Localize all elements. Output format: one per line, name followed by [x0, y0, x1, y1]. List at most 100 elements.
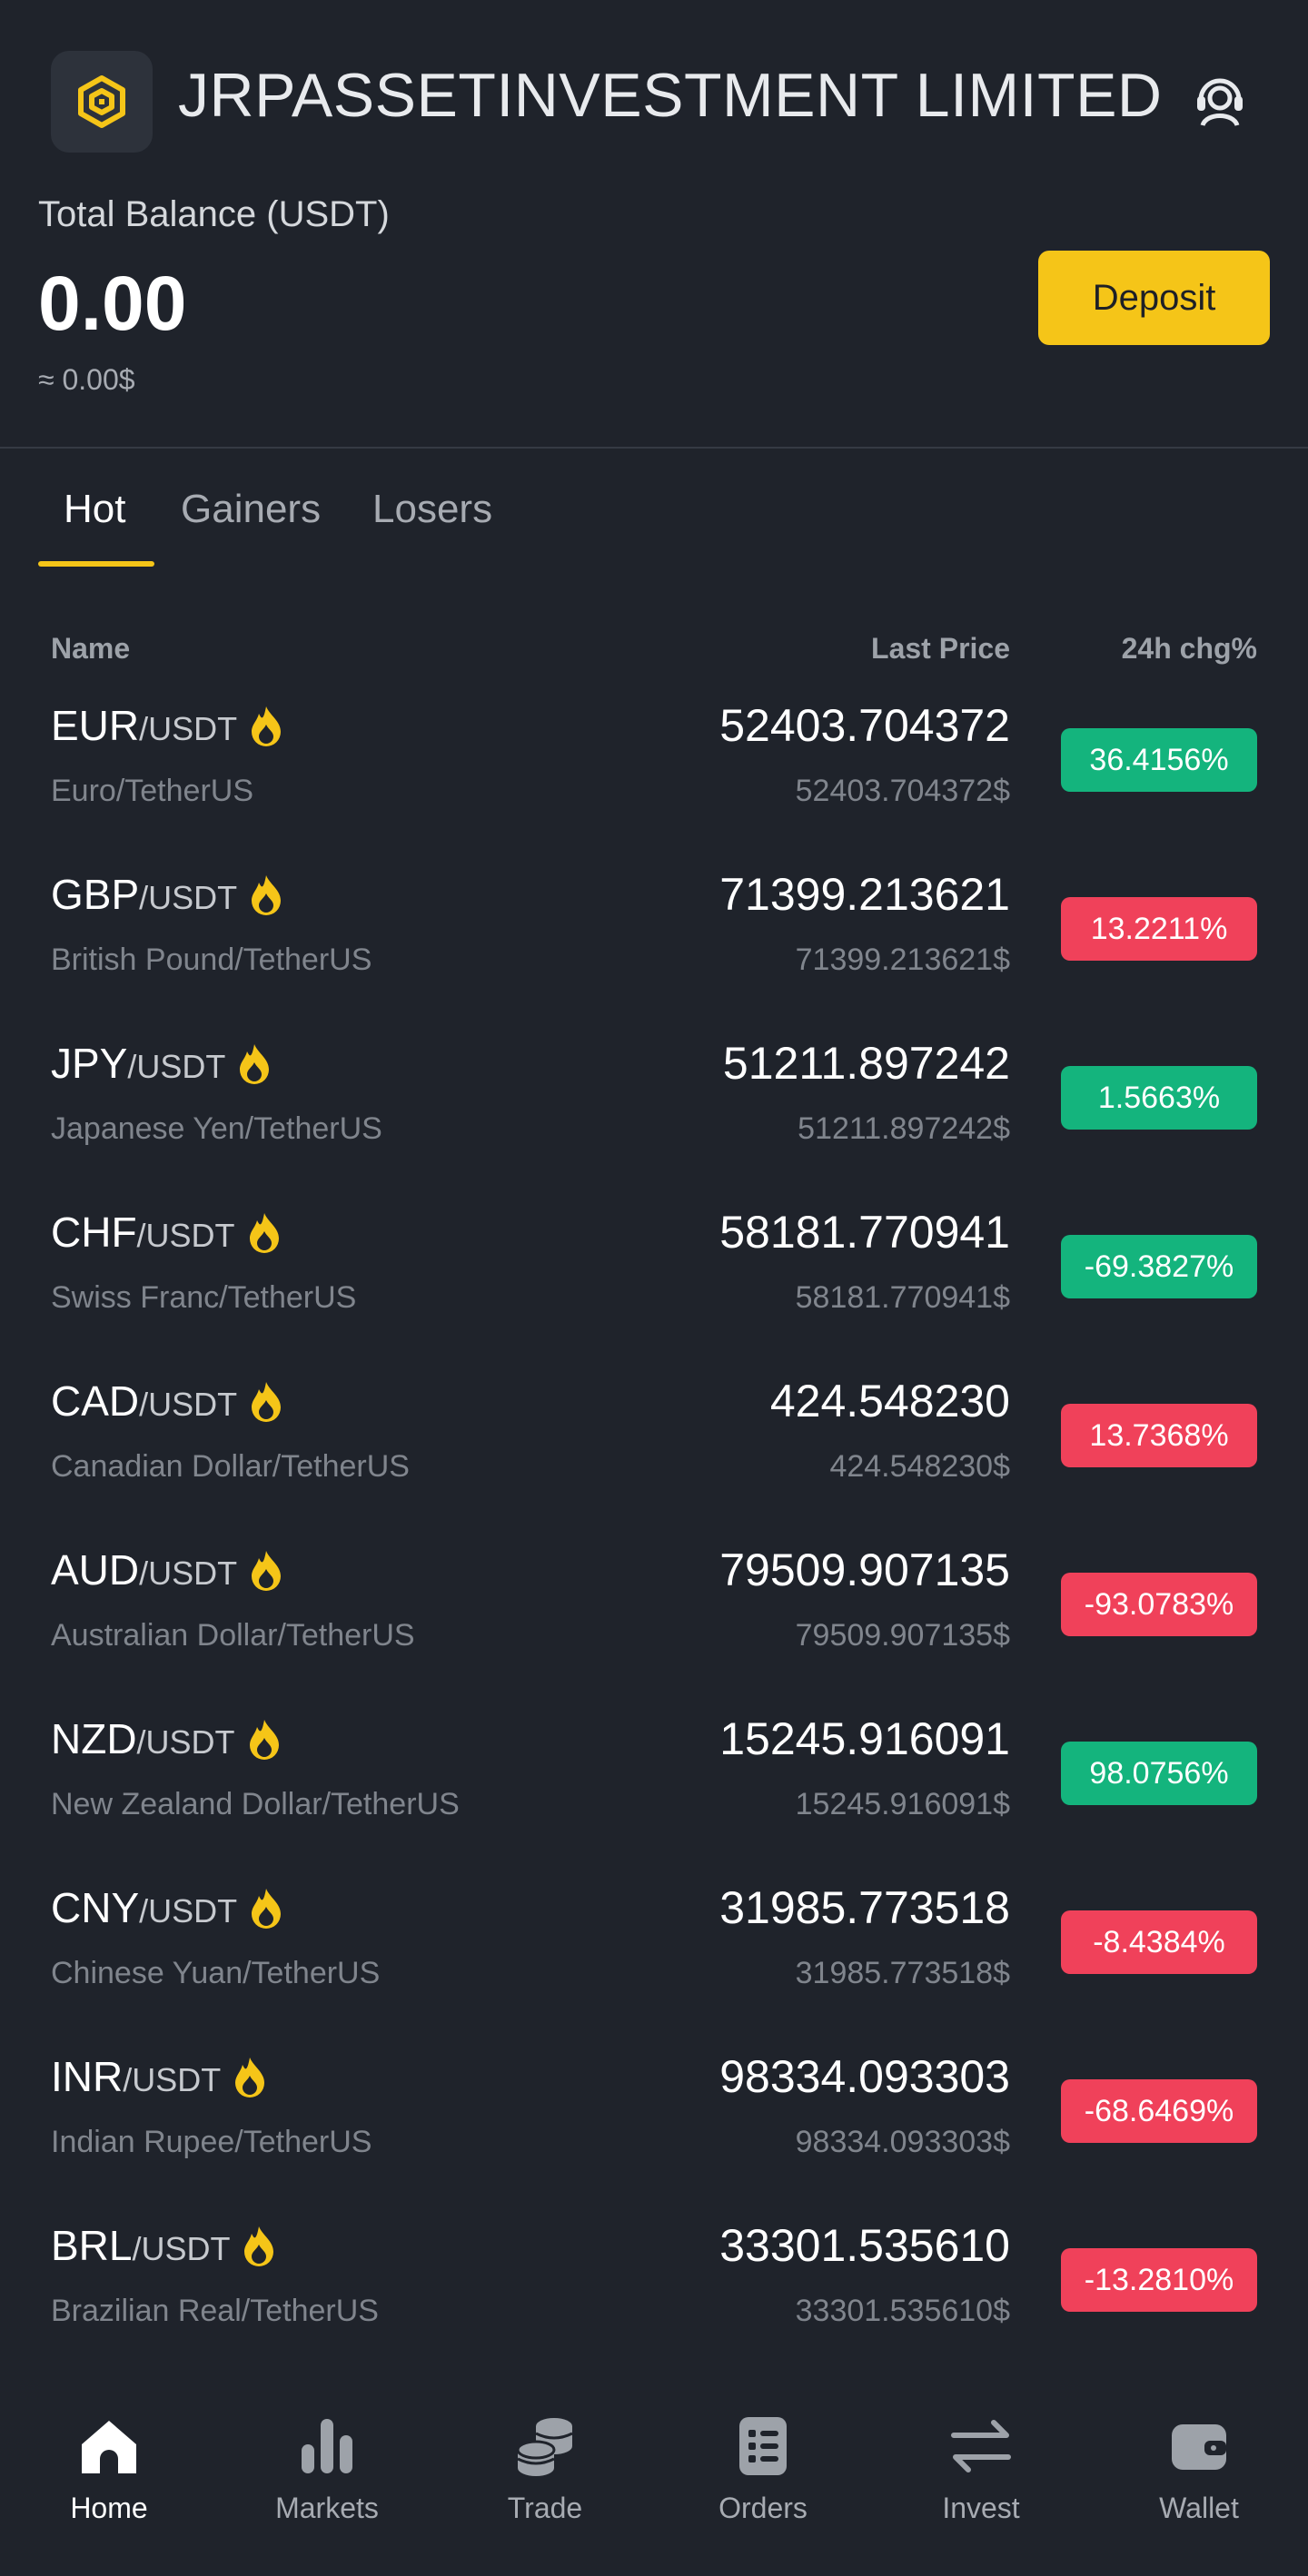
last-price-usd: 51211.897242$	[798, 1111, 1010, 1146]
change-badge: -93.0783%	[1061, 1573, 1257, 1636]
pair-full-name: Australian Dollar/TetherUS	[51, 1618, 415, 1653]
last-price-usd: 33301.535610$	[795, 2294, 1010, 2328]
hot-fire-icon	[248, 1549, 284, 1591]
nav-orders[interactable]: Orders	[690, 2413, 836, 2525]
hot-fire-icon	[248, 873, 284, 915]
pair-base: JPY	[51, 1040, 128, 1087]
tab-losers[interactable]: Losers	[372, 487, 493, 531]
market-row[interactable]: BRL/USDT Brazilian Real/TetherUS 33301.535…	[0, 2206, 1308, 2375]
pair-quote: /USDT	[139, 710, 238, 747]
tab-gainers[interactable]: Gainers	[181, 487, 322, 531]
change-badge: -68.6469%	[1061, 2079, 1257, 2143]
header-change: 24h chg%	[1121, 632, 1257, 665]
deposit-button[interactable]: Deposit	[1038, 251, 1270, 345]
change-badge: -8.4384%	[1061, 1910, 1257, 1974]
market-row[interactable]: AUD/USDT Australian Dollar/TetherUS 79509.…	[0, 1531, 1308, 1700]
nav-trade[interactable]: Trade	[472, 2413, 618, 2525]
last-price: 33301.535610	[719, 2220, 1010, 2271]
customer-support-icon[interactable]	[1190, 71, 1250, 131]
pair-base: CHF	[51, 1209, 137, 1256]
balance-label: Total Balance (USDT)	[38, 194, 390, 234]
last-price: 79509.907135	[719, 1545, 1010, 1595]
header-name: Name	[51, 632, 131, 665]
pair-base: BRL	[51, 2222, 133, 2269]
app-logo	[51, 51, 153, 153]
pair-quote: /USDT	[136, 1723, 235, 1761]
nav-label: Home	[70, 2492, 148, 2524]
pair-base: CAD	[51, 1377, 140, 1425]
market-row[interactable]: EUR/USDT Euro/TetherUS 52403.704372 52403.7…	[0, 686, 1308, 855]
nav-home[interactable]: Home	[36, 2413, 182, 2525]
list-icon	[739, 2417, 787, 2475]
last-price: 424.548230	[769, 1376, 1010, 1426]
hot-fire-icon	[246, 1718, 282, 1760]
market-row[interactable]: CAD/USDT Canadian Dollar/TetherUS 424.5482…	[0, 1362, 1308, 1531]
market-row[interactable]: CNY/USDT Chinese Yuan/TetherUS 31985.77351…	[0, 1869, 1308, 2038]
last-price-usd: 424.548230$	[829, 1449, 1010, 1484]
last-price: 15245.916091	[719, 1713, 1010, 1764]
nav-label: Trade	[507, 2492, 583, 2524]
home-icon	[82, 2421, 136, 2473]
last-price-usd: 71399.213621$	[795, 943, 1010, 977]
pair-quote: /USDT	[139, 1892, 238, 1930]
pair-full-name: British Pound/TetherUS	[51, 943, 372, 977]
pair-quote: /USDT	[139, 879, 238, 916]
hot-fire-icon	[232, 2056, 268, 2097]
change-badge: 98.0756%	[1061, 1742, 1257, 1805]
pair-base: GBP	[51, 871, 140, 918]
hot-fire-icon	[241, 2225, 277, 2266]
pair-symbol: CAD/USDT	[51, 1377, 284, 1426]
app-title: JRPASSETINVESTMENT LIMITED	[178, 61, 1163, 130]
last-price: 58181.770941	[719, 1207, 1010, 1258]
market-row[interactable]: CHF/USDT Swiss Franc/TetherUS 58181.770941…	[0, 1193, 1308, 1362]
bottom-nav: Home Markets Trade	[0, 2381, 1308, 2576]
last-price-usd: 58181.770941$	[795, 1280, 1010, 1315]
pair-symbol: CHF/USDT	[51, 1208, 282, 1257]
nav-wallet[interactable]: Wallet	[1126, 2413, 1272, 2525]
divider	[0, 447, 1308, 449]
change-badge: -13.2810%	[1061, 2248, 1257, 2312]
hot-fire-icon	[246, 1211, 282, 1253]
hot-fire-icon	[236, 1042, 272, 1084]
tab-hot[interactable]: Hot	[64, 487, 126, 531]
pair-quote: /USDT	[139, 1386, 238, 1423]
hot-fire-icon	[248, 1380, 284, 1422]
pair-base: AUD	[51, 1546, 140, 1594]
last-price-usd: 15245.916091$	[795, 1787, 1010, 1821]
market-row[interactable]: GBP/USDT British Pound/TetherUS 71399.2136…	[0, 855, 1308, 1024]
change-badge: 1.5663%	[1061, 1066, 1257, 1130]
pair-symbol: GBP/USDT	[51, 870, 284, 919]
hot-fire-icon	[248, 705, 284, 746]
nav-markets[interactable]: Markets	[254, 2413, 400, 2525]
transfer-icon	[951, 2420, 1011, 2472]
hot-fire-icon	[248, 1887, 284, 1929]
last-price: 98334.093303	[719, 2051, 1010, 2102]
coins-icon	[516, 2418, 573, 2476]
active-tab-indicator	[38, 561, 154, 567]
pair-quote: /USDT	[127, 1048, 226, 1085]
header-last-price: Last Price	[871, 632, 1010, 665]
last-price-usd: 98334.093303$	[795, 2125, 1010, 2159]
last-price: 51211.897242	[722, 1038, 1010, 1089]
market-row[interactable]: INR/USDT Indian Rupee/TetherUS 98334.09330…	[0, 2038, 1308, 2206]
pair-quote: /USDT	[132, 2230, 231, 2267]
balance-value: 0.00	[38, 261, 187, 346]
pair-base: NZD	[51, 1715, 137, 1762]
change-badge: -69.3827%	[1061, 1235, 1257, 1298]
pair-symbol: EUR/USDT	[51, 701, 284, 750]
pair-full-name: Euro/TetherUS	[51, 774, 253, 808]
change-badge: 13.2211%	[1061, 897, 1257, 961]
last-price: 31985.773518	[719, 1882, 1010, 1933]
market-row[interactable]: JPY/USDT Japanese Yen/TetherUS 51211.89724…	[0, 1024, 1308, 1193]
pair-base: INR	[51, 2053, 124, 2100]
market-row[interactable]: NZD/USDT New Zealand Dollar/TetherUS 15245…	[0, 1700, 1308, 1869]
bar-chart-icon	[302, 2419, 352, 2473]
nav-label: Invest	[942, 2492, 1020, 2524]
nav-label: Wallet	[1159, 2492, 1239, 2524]
pair-symbol: INR/USDT	[51, 2052, 268, 2101]
pair-full-name: Chinese Yuan/TetherUS	[51, 1956, 381, 1990]
last-price: 52403.704372	[719, 700, 1010, 751]
nav-invest[interactable]: Invest	[908, 2413, 1054, 2525]
pair-full-name: New Zealand Dollar/TetherUS	[51, 1787, 460, 1821]
pair-full-name: Brazilian Real/TetherUS	[51, 2294, 379, 2328]
